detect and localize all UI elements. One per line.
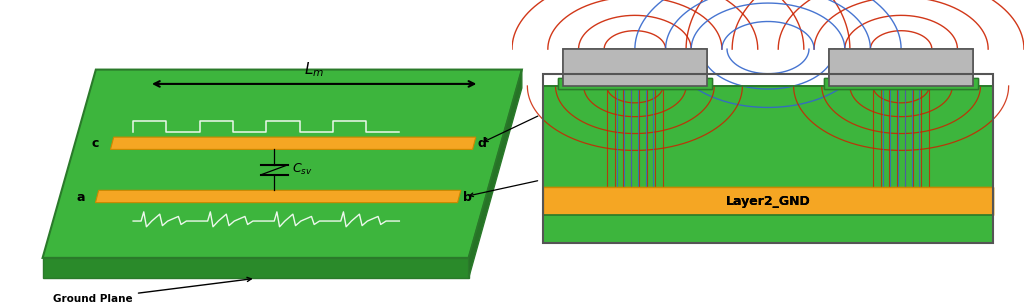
- Text: Victim Trace: Victim Trace: [470, 169, 598, 196]
- Text: $L_m$: $L_m$: [304, 60, 325, 79]
- Bar: [563, 49, 707, 86]
- Text: a: a: [77, 191, 85, 204]
- Bar: [558, 78, 712, 89]
- Text: Aggressor
Trace: Aggressor Trace: [484, 93, 589, 142]
- Bar: [543, 215, 993, 243]
- Text: Layer2_GND: Layer2_GND: [726, 195, 810, 208]
- Bar: [558, 78, 712, 89]
- Bar: [824, 78, 978, 89]
- Bar: [543, 74, 993, 243]
- Text: b: b: [463, 191, 472, 204]
- Bar: [563, 49, 707, 86]
- Bar: [829, 49, 973, 86]
- Text: Layer2_GND: Layer2_GND: [726, 195, 810, 208]
- Polygon shape: [43, 70, 522, 258]
- Text: c: c: [92, 137, 99, 150]
- Text: $C_{sv}$: $C_{sv}$: [292, 162, 312, 177]
- Bar: [829, 49, 973, 86]
- Bar: [543, 215, 993, 243]
- Polygon shape: [95, 190, 461, 203]
- Polygon shape: [469, 70, 522, 278]
- Text: Ground Plane: Ground Plane: [53, 277, 251, 304]
- Bar: [543, 187, 993, 215]
- Bar: [543, 86, 993, 215]
- Bar: [543, 187, 993, 215]
- Polygon shape: [111, 137, 476, 150]
- Text: d: d: [478, 137, 486, 150]
- Polygon shape: [43, 258, 469, 278]
- Bar: [824, 78, 978, 89]
- Bar: [543, 86, 993, 215]
